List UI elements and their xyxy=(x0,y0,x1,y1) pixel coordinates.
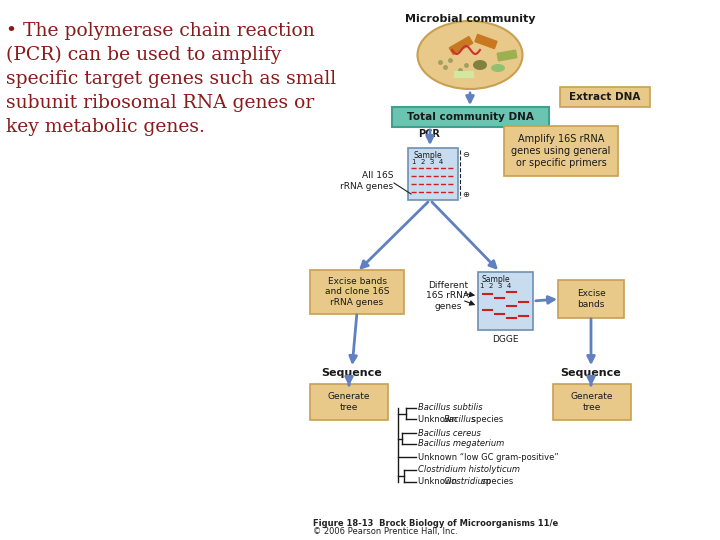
Text: Clostridium: Clostridium xyxy=(444,477,492,487)
FancyBboxPatch shape xyxy=(497,50,518,62)
FancyBboxPatch shape xyxy=(392,107,549,127)
Text: All 16S
rRNA genes: All 16S rRNA genes xyxy=(340,171,393,191)
Text: DGGE: DGGE xyxy=(492,335,518,344)
FancyBboxPatch shape xyxy=(310,384,388,420)
Ellipse shape xyxy=(491,64,505,72)
FancyBboxPatch shape xyxy=(560,87,650,107)
Text: Microbial community: Microbial community xyxy=(405,14,535,24)
Text: Unknown: Unknown xyxy=(418,415,460,423)
FancyBboxPatch shape xyxy=(310,270,404,314)
Text: Amplify 16S rRNA
genes using general
or specific primers: Amplify 16S rRNA genes using general or … xyxy=(511,134,611,167)
Text: Different
16S rRNA
genes: Different 16S rRNA genes xyxy=(426,281,469,311)
Text: key metabolic genes.: key metabolic genes. xyxy=(6,118,205,136)
Text: Extract DNA: Extract DNA xyxy=(570,92,641,102)
Text: Figure 18-13  Brock Biology of Microorganisms 11/e: Figure 18-13 Brock Biology of Microorgan… xyxy=(313,519,558,528)
Ellipse shape xyxy=(473,60,487,70)
Text: Bacillus cereus: Bacillus cereus xyxy=(418,429,481,437)
FancyBboxPatch shape xyxy=(454,71,474,78)
FancyBboxPatch shape xyxy=(478,272,533,330)
Text: Generate
tree: Generate tree xyxy=(571,392,613,411)
Text: Unknown: Unknown xyxy=(418,477,460,487)
Text: PCR: PCR xyxy=(418,129,440,139)
Text: 1  2  3  4: 1 2 3 4 xyxy=(480,283,511,289)
FancyBboxPatch shape xyxy=(408,148,458,200)
Text: Sample: Sample xyxy=(413,151,441,160)
Text: Generate
tree: Generate tree xyxy=(328,392,370,411)
Text: Clostridium histolyticum: Clostridium histolyticum xyxy=(418,465,520,475)
Text: Bacillus subtilis: Bacillus subtilis xyxy=(418,403,482,413)
Text: Bacillus: Bacillus xyxy=(444,415,476,423)
Text: Sequence: Sequence xyxy=(322,368,382,378)
Text: ⊕: ⊕ xyxy=(462,190,469,199)
Text: species: species xyxy=(479,477,513,487)
Text: Total community DNA: Total community DNA xyxy=(407,112,534,122)
FancyBboxPatch shape xyxy=(449,36,473,55)
Text: Sample: Sample xyxy=(481,275,510,284)
Ellipse shape xyxy=(418,21,523,89)
Text: Excise bands
and clone 16S
rRNA genes: Excise bands and clone 16S rRNA genes xyxy=(325,277,390,307)
Text: 1  2  3  4: 1 2 3 4 xyxy=(412,159,444,165)
Text: species: species xyxy=(469,415,503,423)
Text: Bacillus megaterium: Bacillus megaterium xyxy=(418,440,504,449)
Text: ⊖: ⊖ xyxy=(462,150,469,159)
Text: specific target genes such as small: specific target genes such as small xyxy=(6,70,336,88)
Text: Excise
bands: Excise bands xyxy=(577,289,606,309)
Text: • The polymerase chain reaction: • The polymerase chain reaction xyxy=(6,22,315,40)
Text: Sequence: Sequence xyxy=(561,368,621,378)
Text: Unknown “low GC gram-positive”: Unknown “low GC gram-positive” xyxy=(418,453,559,462)
FancyBboxPatch shape xyxy=(504,126,618,176)
Text: (PCR) can be used to amplify: (PCR) can be used to amplify xyxy=(6,46,282,64)
FancyBboxPatch shape xyxy=(553,384,631,420)
FancyBboxPatch shape xyxy=(474,34,498,49)
Text: subunit ribosomal RNA genes or: subunit ribosomal RNA genes or xyxy=(6,94,314,112)
Text: © 2006 Pearson Prentice Hall, Inc.: © 2006 Pearson Prentice Hall, Inc. xyxy=(313,527,458,536)
FancyBboxPatch shape xyxy=(558,280,624,318)
